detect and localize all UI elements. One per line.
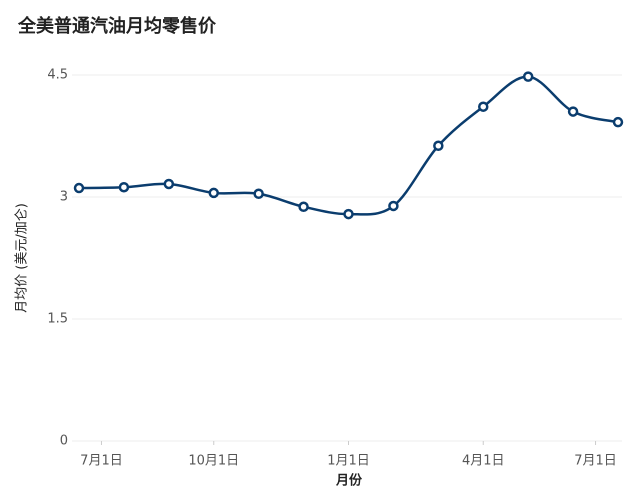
x-tick-label: 7月1日: [80, 454, 123, 469]
y-tick-label: 0: [60, 434, 68, 449]
data-point: [433, 140, 444, 152]
y-tick-label: 3: [60, 190, 68, 205]
data-point: [118, 181, 130, 193]
data-point: [612, 116, 624, 128]
data-point: [478, 101, 489, 112]
data-point: [253, 188, 264, 199]
series-line: [78, 75, 619, 216]
data-point: [567, 106, 579, 117]
x-tick-label: 10月1日: [188, 454, 239, 469]
x-axis-label: 月份: [335, 473, 363, 489]
data-point: [343, 208, 354, 220]
data-point: [73, 182, 85, 194]
x-tick-label: 7月1日: [574, 454, 617, 469]
y-tick-label: 1.5: [47, 312, 68, 327]
data-point: [298, 201, 309, 213]
data-point: [388, 200, 399, 212]
x-tick-label: 1月1日: [327, 454, 370, 469]
x-tick-label: 4月1日: [462, 454, 505, 469]
data-point: [163, 178, 175, 190]
chart-title: 全美普通汽油月均零售价: [17, 15, 217, 37]
data-point: [522, 71, 534, 82]
y-tick-label: 4.5: [47, 68, 68, 83]
data-point: [208, 187, 219, 199]
y-axis-label: 月均价 (美元/加仑): [15, 203, 30, 313]
